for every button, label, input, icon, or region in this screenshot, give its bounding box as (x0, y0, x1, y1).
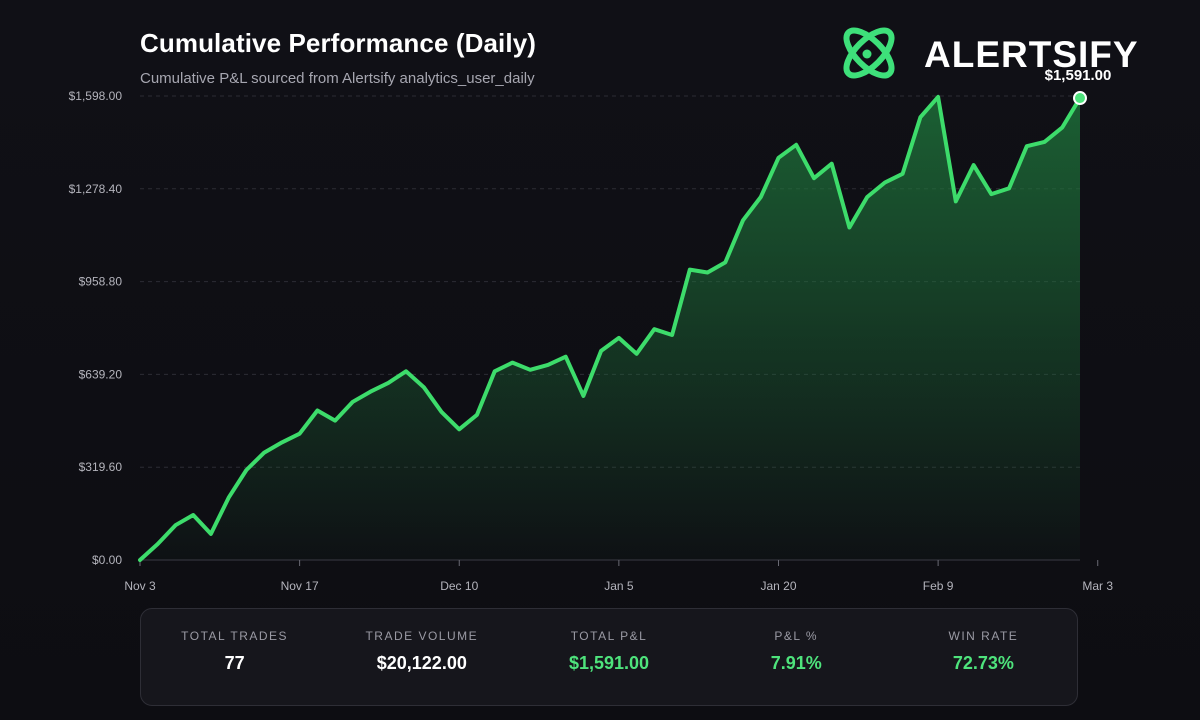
x-tick-label: Mar 3 (1082, 579, 1113, 593)
stat-label: TOTAL TRADES (181, 629, 289, 643)
y-tick-label: $1,598.00 (69, 89, 123, 103)
y-tick-label: $1,278.40 (69, 182, 123, 196)
x-tick-label: Dec 10 (440, 579, 478, 593)
x-tick-label: Nov 17 (281, 579, 319, 593)
x-tick-label: Nov 3 (124, 579, 156, 593)
chart: $0.00 $319.60 $639.20 $958.80 $1,278.40 $1,59… (69, 67, 1114, 593)
end-point-marker (1073, 91, 1087, 106)
stat-total-trades: TOTAL TRADES 77 (141, 609, 328, 705)
brand-logo: ALERTSIFY (836, 18, 1138, 88)
chart-title: Cumulative Performance (Daily) (140, 28, 537, 58)
stat-value: 72.73% (952, 653, 1014, 673)
x-tick-label: Jan 5 (604, 579, 634, 593)
stat-label: WIN RATE (948, 629, 1019, 643)
stat-trade-volume: TRADE VOLUME $20,122.00 (328, 609, 515, 705)
x-tick-label: Jan 20 (760, 579, 796, 593)
area-fill (140, 96, 1080, 561)
stat-value: 77 (224, 653, 245, 673)
brand-name: ALERTSIFY (924, 34, 1139, 75)
stat-label: P&L % (774, 629, 819, 643)
stat-p-l: P&L % 7.91% (703, 609, 890, 705)
atom-logo-icon (843, 27, 895, 79)
stat-win-rate: WIN RATE 72.73% (890, 609, 1077, 705)
y-tick-label: $958.80 (79, 275, 123, 289)
stat-value: 7.91% (770, 653, 822, 673)
stat-value: $1,591.00 (568, 653, 650, 673)
x-tick-label: Feb 9 (923, 579, 954, 593)
stat-total-p-l: TOTAL P&L $1,591.00 (515, 609, 702, 705)
chart-subtitle: Cumulative P&L sourced from Alertsify an… (140, 70, 535, 87)
y-tick-label: $639.20 (79, 367, 123, 381)
stats-panel: TOTAL TRADES 77 TRADE VOLUME $20,122.00 TOTA… (140, 608, 1078, 706)
y-tick-label: $0.00 (92, 553, 122, 567)
stat-label: TRADE VOLUME (365, 629, 479, 643)
y-tick-label: $319.60 (79, 460, 123, 474)
series-line (138, 94, 1082, 562)
stat-label: TOTAL P&L (570, 629, 648, 643)
end-value-label: $1,591.00 (1045, 67, 1112, 84)
stat-value: $20,122.00 (376, 653, 467, 673)
